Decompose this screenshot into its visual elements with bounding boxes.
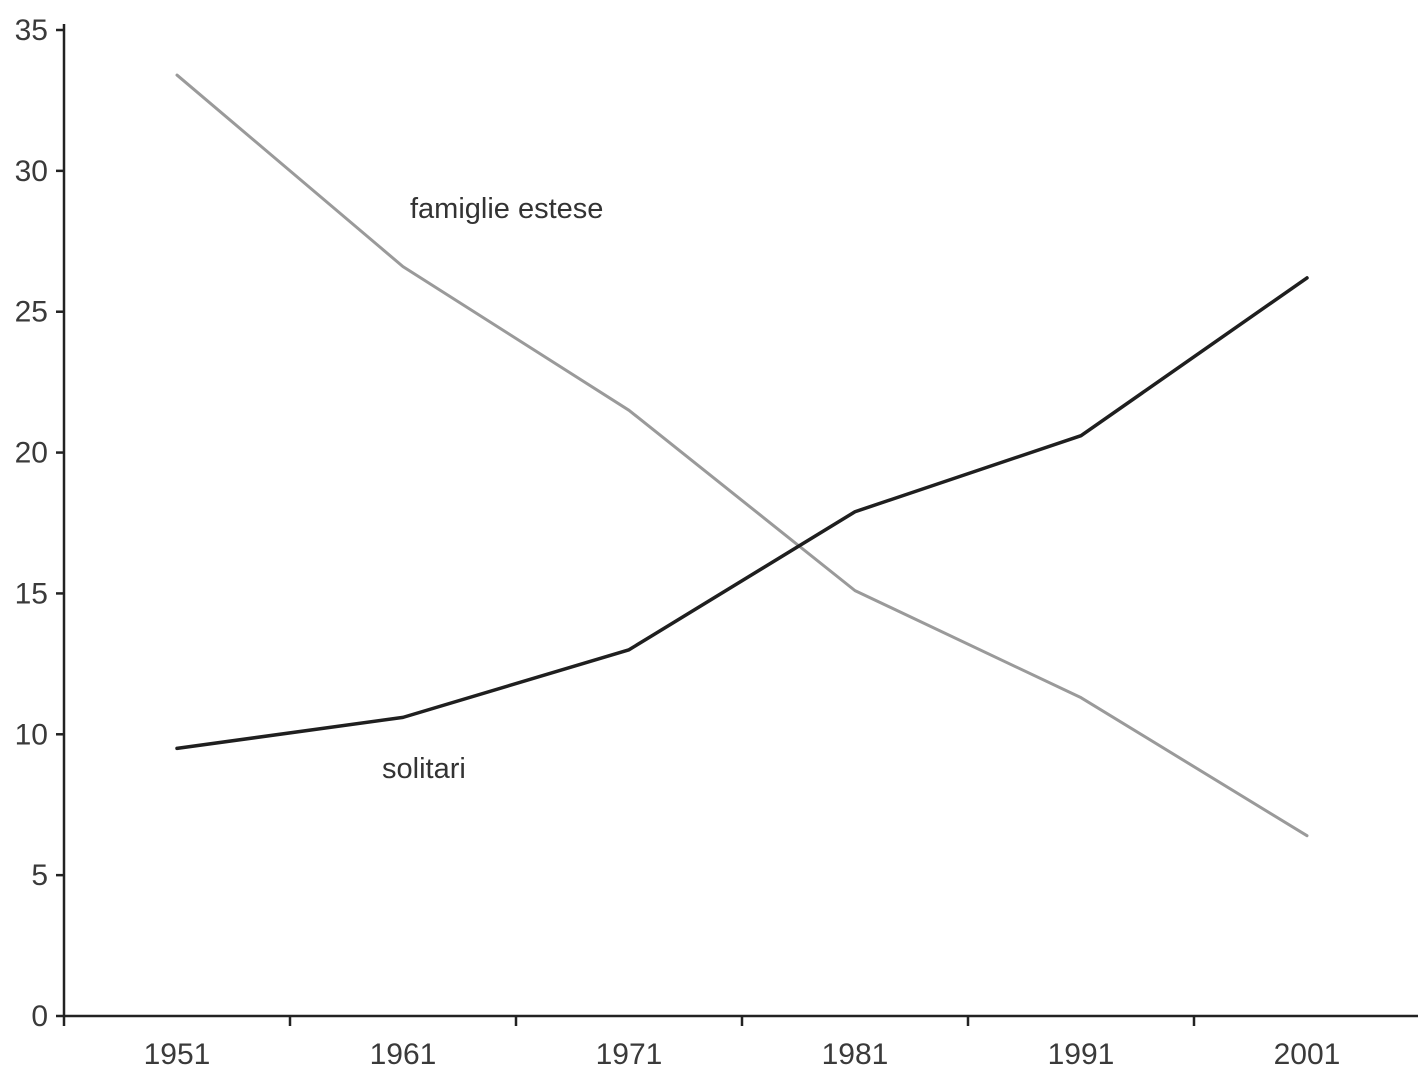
y-tick-label: 10 [15, 718, 48, 751]
series-line-famiglie-estese [175, 73, 1309, 838]
y-tick-label: 20 [15, 437, 48, 470]
x-tick-label: 1961 [370, 1038, 437, 1067]
series-line-solitari [175, 276, 1309, 751]
y-tick-label: 0 [31, 1000, 48, 1033]
y-tick-label: 30 [15, 155, 48, 188]
x-tick-label: 2001 [1274, 1038, 1341, 1067]
x-tick-label: 1971 [596, 1038, 663, 1067]
y-tick-label: 15 [15, 577, 48, 610]
x-tick-label: 1951 [144, 1038, 211, 1067]
series-layer [175, 73, 1309, 838]
annotation-solitari: solitari [382, 753, 466, 785]
y-axis-ticks: 0 5 10 15 20 25 30 35 [15, 14, 64, 1033]
y-tick-label: 25 [15, 296, 48, 329]
y-tick-label: 5 [31, 859, 48, 892]
annotation-famiglie-estese: famiglie estese [410, 193, 603, 225]
x-axis-ticks: 1951 1961 1971 1981 1991 2001 [62, 1016, 1341, 1067]
y-tick-label: 35 [15, 14, 48, 47]
x-tick-label: 1991 [1048, 1038, 1115, 1067]
x-tick-label: 1981 [822, 1038, 889, 1067]
